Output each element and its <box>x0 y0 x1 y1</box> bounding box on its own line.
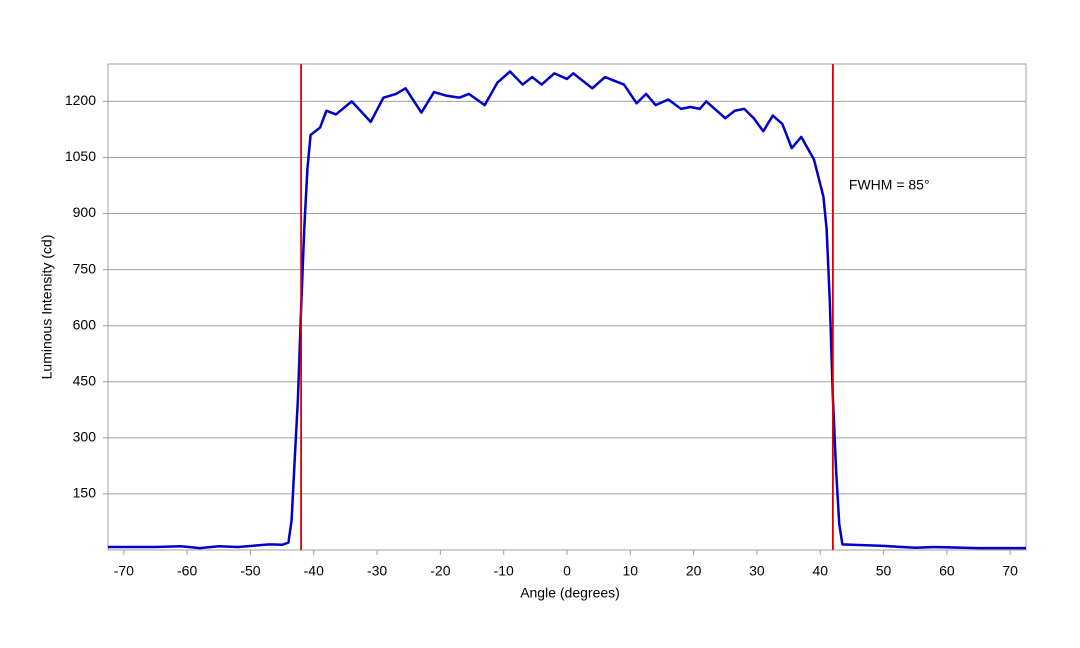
y-tick-label: 1050 <box>65 148 96 164</box>
x-tick-label: 20 <box>686 563 702 579</box>
y-tick-label: 450 <box>73 372 97 388</box>
x-tick-label: 60 <box>939 563 955 579</box>
data-line <box>108 70 1026 550</box>
x-tick-label: 50 <box>876 563 892 579</box>
x-axis-title: Angle (degrees) <box>520 585 620 601</box>
x-tick-label: 40 <box>812 563 828 579</box>
x-tick-label: -10 <box>494 563 514 579</box>
x-tick-label: 10 <box>623 563 639 579</box>
y-tick-label: 600 <box>73 316 97 332</box>
plot-area <box>107 63 1027 551</box>
x-tick-label: 70 <box>1002 563 1018 579</box>
y-tick-label: 300 <box>73 429 97 445</box>
y-tick-label: 1200 <box>65 92 96 108</box>
x-tick-label: -40 <box>304 563 324 579</box>
y-tick-label: 750 <box>73 260 97 276</box>
x-tick-label: -60 <box>177 563 197 579</box>
x-tick-label: 0 <box>563 563 571 579</box>
x-tick-label: -20 <box>430 563 450 579</box>
y-axis-title: Luminous Intensity (cd) <box>39 235 55 380</box>
y-tick-label: 150 <box>73 485 97 501</box>
x-tick-label: -30 <box>367 563 387 579</box>
x-tick-label: -70 <box>114 563 134 579</box>
x-tick-label: 30 <box>749 563 765 579</box>
y-tick-label: 900 <box>73 204 97 220</box>
annotation: FWHM = 85° <box>849 177 930 193</box>
x-tick-label: -50 <box>240 563 260 579</box>
